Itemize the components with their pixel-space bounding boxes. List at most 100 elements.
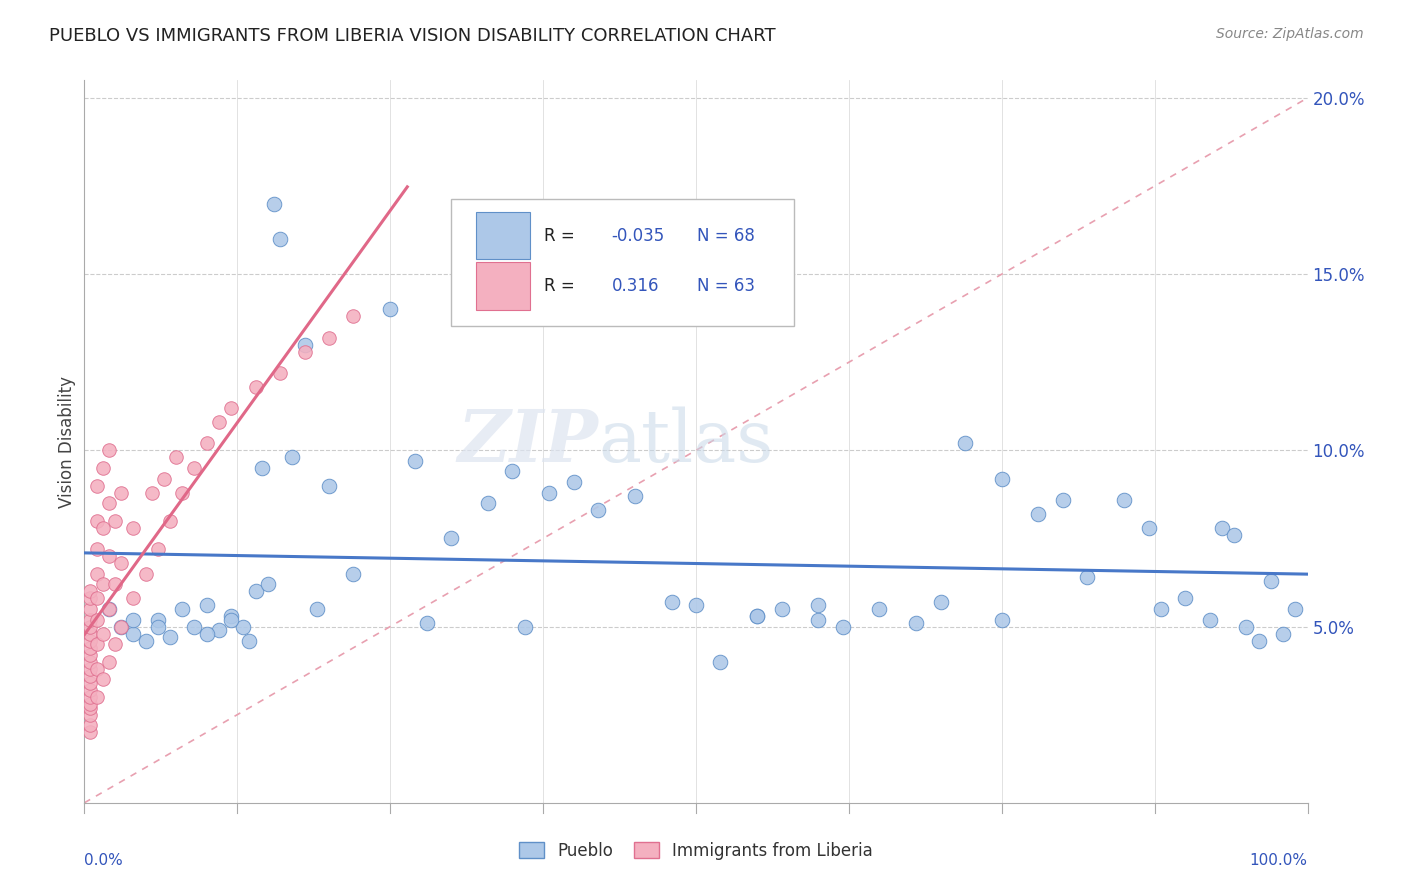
Point — [86, 542, 108, 557]
Point — [1052, 492, 1074, 507]
Point — [219, 401, 242, 415]
Point — [238, 633, 260, 648]
FancyBboxPatch shape — [475, 262, 530, 310]
Point — [79, 613, 101, 627]
Point — [79, 655, 101, 669]
Point — [97, 602, 120, 616]
Text: N = 63: N = 63 — [697, 277, 755, 295]
Y-axis label: Vision Disability: Vision Disability — [58, 376, 76, 508]
Point — [122, 591, 145, 606]
Point — [79, 707, 101, 722]
Point — [245, 584, 267, 599]
Text: ZIP: ZIP — [457, 406, 598, 477]
Point — [685, 599, 707, 613]
Point — [342, 566, 364, 581]
Point — [146, 619, 169, 633]
FancyBboxPatch shape — [451, 200, 794, 326]
Point — [91, 577, 114, 591]
Text: N = 68: N = 68 — [697, 227, 755, 244]
Point — [79, 683, 101, 698]
Point — [1247, 633, 1270, 648]
Point — [807, 613, 830, 627]
Point — [91, 673, 114, 687]
Point — [172, 602, 194, 616]
Point — [1137, 521, 1160, 535]
Point — [159, 630, 181, 644]
Point — [709, 655, 731, 669]
Point — [404, 454, 426, 468]
Point — [91, 521, 114, 535]
Point — [502, 465, 524, 479]
Point — [318, 330, 340, 344]
Point — [538, 485, 561, 500]
Point — [232, 619, 254, 633]
Point — [562, 475, 585, 489]
Point — [624, 489, 647, 503]
Point — [991, 471, 1014, 485]
Point — [294, 337, 316, 351]
Point — [79, 648, 101, 662]
Point — [1174, 591, 1197, 606]
Point — [183, 461, 205, 475]
Point — [281, 450, 304, 465]
Point — [294, 344, 316, 359]
Text: R =: R = — [544, 277, 581, 295]
Point — [104, 514, 127, 528]
Point — [97, 549, 120, 563]
Point — [79, 718, 101, 732]
Point — [86, 591, 108, 606]
Point — [122, 626, 145, 640]
Point — [1211, 521, 1233, 535]
Point — [79, 725, 101, 739]
Point — [97, 602, 120, 616]
Point — [245, 380, 267, 394]
Point — [305, 602, 328, 616]
Point — [1198, 613, 1220, 627]
Point — [991, 613, 1014, 627]
Point — [905, 615, 928, 630]
Point — [1114, 492, 1136, 507]
Point — [79, 697, 101, 711]
Point — [110, 556, 132, 570]
Point — [79, 669, 101, 683]
Point — [86, 690, 108, 704]
Point — [79, 633, 101, 648]
Point — [79, 619, 101, 633]
Point — [269, 232, 291, 246]
Point — [869, 602, 891, 616]
Point — [146, 613, 169, 627]
Text: R =: R = — [544, 227, 581, 244]
Text: PUEBLO VS IMMIGRANTS FROM LIBERIA VISION DISABILITY CORRELATION CHART: PUEBLO VS IMMIGRANTS FROM LIBERIA VISION… — [49, 27, 776, 45]
Point — [219, 609, 242, 624]
Point — [1223, 528, 1246, 542]
Point — [195, 599, 218, 613]
Text: 100.0%: 100.0% — [1250, 854, 1308, 869]
Point — [380, 302, 402, 317]
Point — [104, 637, 127, 651]
Point — [1028, 507, 1050, 521]
Point — [79, 640, 101, 655]
Point — [91, 626, 114, 640]
Point — [1150, 602, 1173, 616]
Point — [195, 626, 218, 640]
Point — [513, 619, 536, 633]
Point — [135, 633, 157, 648]
FancyBboxPatch shape — [475, 211, 530, 260]
Point — [97, 443, 120, 458]
Point — [770, 602, 793, 616]
Point — [135, 566, 157, 581]
Point — [172, 485, 194, 500]
Point — [929, 595, 952, 609]
Point — [1236, 619, 1258, 633]
Point — [263, 196, 285, 211]
Point — [342, 310, 364, 324]
Point — [661, 595, 683, 609]
Point — [86, 514, 108, 528]
Point — [79, 676, 101, 690]
Point — [79, 584, 101, 599]
Point — [183, 619, 205, 633]
Point — [195, 436, 218, 450]
Text: 0.0%: 0.0% — [84, 854, 124, 869]
Point — [153, 471, 176, 485]
Point — [208, 623, 231, 637]
